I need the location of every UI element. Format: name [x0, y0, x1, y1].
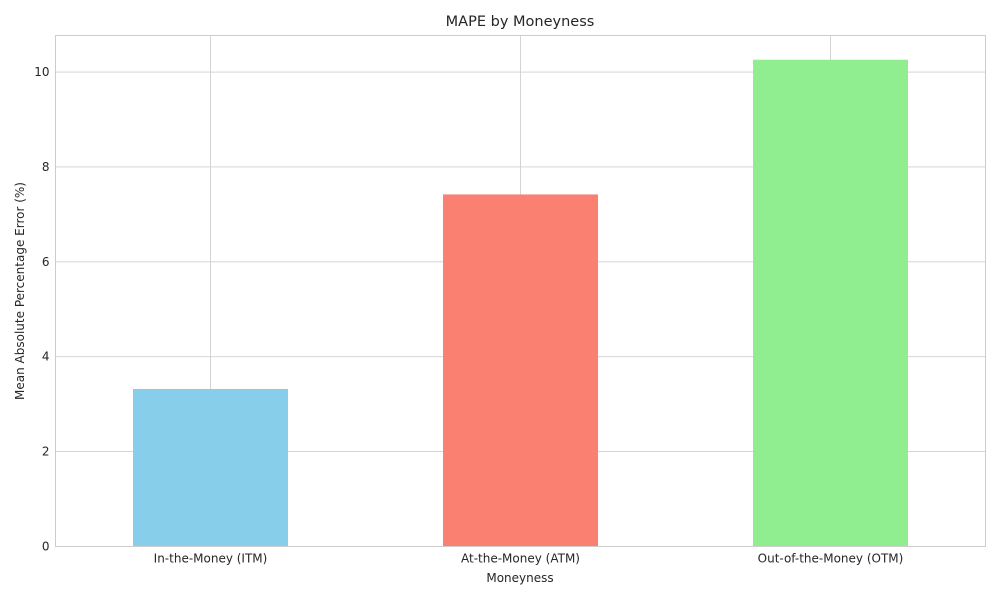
plot-frame: [55, 35, 986, 547]
y-tick-label: 0: [42, 540, 50, 554]
bar: [443, 194, 598, 547]
x-tick-label: Out-of-the-Money (OTM): [758, 552, 904, 566]
chart-title: MAPE by Moneyness: [446, 14, 595, 30]
y-axis-ticks: 0 2 4 6 8 10: [34, 65, 49, 553]
x-tick-label: At-the-Money (ATM): [461, 552, 580, 566]
bar: [133, 388, 288, 547]
bars: [133, 59, 908, 547]
y-tick-label: 10: [34, 65, 49, 79]
y-tick-label: 6: [42, 255, 50, 269]
y-tick-label: 4: [42, 350, 50, 364]
y-tick-label: 2: [42, 445, 50, 459]
bar: [753, 59, 908, 547]
y-tick-label: 8: [42, 160, 50, 174]
y-axis-label: Mean Absolute Percentage Error (%): [13, 182, 27, 400]
x-axis-label: Moneyness: [486, 571, 553, 585]
x-axis-ticks: In-the-Money (ITM) At-the-Money (ATM) Out-…: [154, 552, 904, 566]
x-tick-label: In-the-Money (ITM): [154, 552, 268, 566]
